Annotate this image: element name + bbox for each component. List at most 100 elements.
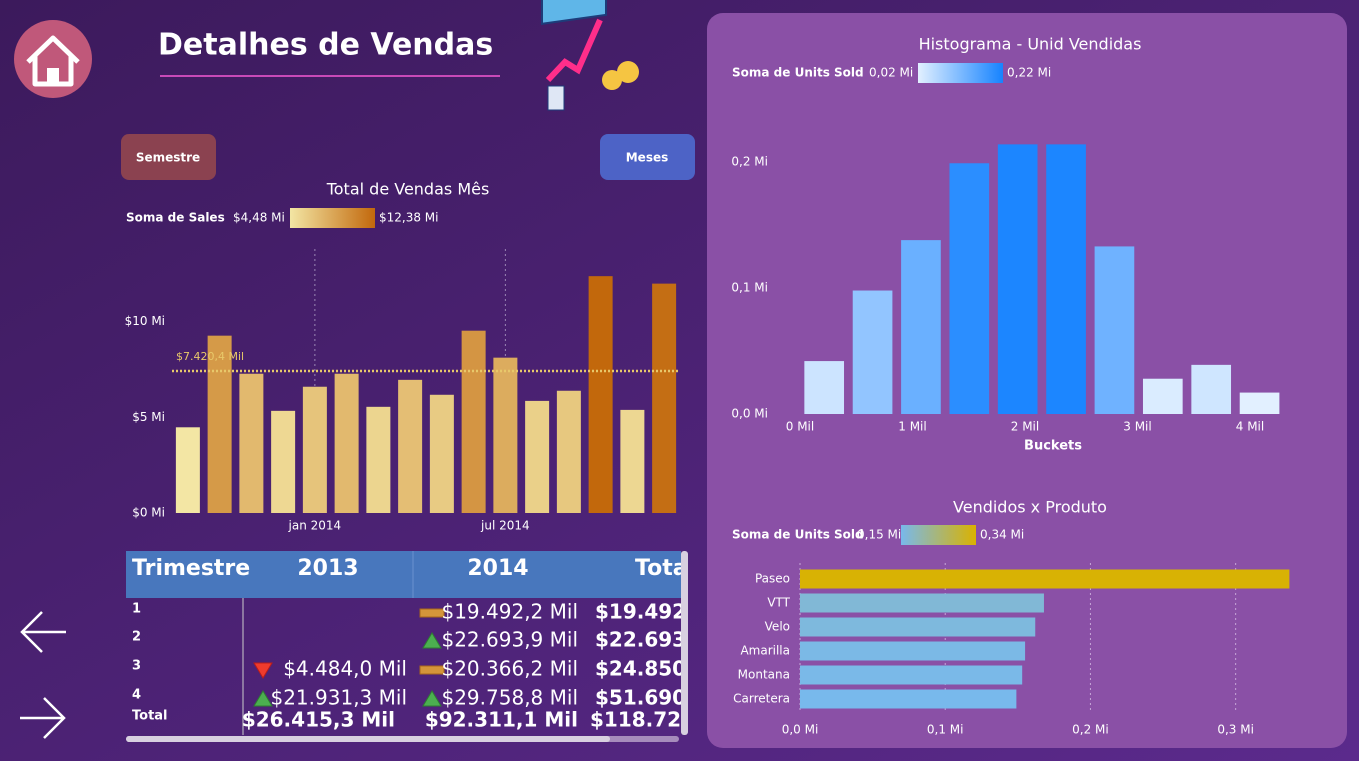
histogram-bar [1191,364,1232,414]
legend-max-label: 0,34 Mi [980,528,1024,542]
x-tick-label: 0,0 Mi [782,723,819,737]
y-tick-label: $0 Mi [132,506,165,520]
y-tick-label: $5 Mi [132,410,165,424]
button-bg[interactable] [121,134,216,180]
histogram-bar [949,163,990,414]
cell-value: $19.492,2 Mil [441,600,578,624]
legend-max-label: 0,22 Mi [1007,66,1051,80]
bar [800,569,1290,589]
row-total: $19.492,2 Mil [595,600,748,624]
illustration [541,0,639,111]
chart-title: Vendidos x Produto [953,498,1107,517]
cell-value: $22.693,9 Mil [441,628,578,652]
bar [800,617,1036,637]
cell-value: $29.758,8 Mil [441,686,578,710]
histogram-bar [852,290,893,414]
x-tick-label: 0,3 Mi [1217,723,1254,737]
x-tick-label: 4 Mil [1236,420,1264,434]
status-up [422,632,442,649]
legend-title: Soma de Units Sold [732,66,864,80]
meses-button[interactable]: Meses [600,134,695,180]
bar [302,386,327,513]
next-arrow[interactable] [20,697,66,739]
y-tick-label: 0,0 Mi [731,407,768,421]
cell-value: $21.931,3 Mil [270,686,407,710]
page-title: Detalhes de Vendas [158,28,493,63]
semestre-button[interactable]: Semestre [121,134,216,180]
y-tick-label: Velo [765,620,790,634]
legend-gradient [918,63,1003,83]
histogram-bar [1142,378,1183,414]
bar [239,373,264,513]
home-button[interactable] [14,20,92,98]
legend-title: Soma de Units Sold [732,528,864,542]
button-label[interactable]: Meses [626,151,669,165]
x-tick-label: 0 Mil [786,420,814,434]
histogram-bar [1046,144,1086,415]
bar [652,283,677,513]
column-header: 2014 [467,556,528,581]
row-label: 2 [132,630,141,645]
button-bg[interactable] [600,134,695,180]
x-tick-label: 0,2 Mi [1072,723,1109,737]
legend-gradient [901,525,976,545]
bar [493,357,518,513]
status-up [253,690,273,707]
bar [620,409,645,513]
histogram-bar [804,361,845,414]
bar [429,394,454,513]
histogram-bar [901,240,941,414]
home-door[interactable] [47,68,59,84]
histogram-bar [1094,246,1135,414]
y-tick-label: Paseo [755,572,790,586]
bar [334,373,359,513]
average-label: $7.420,4 Mil [176,350,244,363]
legend-title: Soma de Sales [126,211,225,225]
h-scroll-thumb[interactable] [126,736,610,742]
column-header: 2013 [297,556,358,581]
row-total: $51.690,1 Mil [595,686,748,710]
total-label: Total [132,709,168,724]
bar [800,665,1023,685]
bar [398,379,423,513]
chart-title: Histograma - Unid Vendidas [919,35,1142,54]
status-flat [419,608,445,618]
x-tick-label: 0,1 Mi [927,723,964,737]
row-total: $22.693,9 Mil [595,628,748,652]
bar [366,406,391,513]
illus-arrow [545,18,603,83]
total-value: $26.415,3 Mil [242,708,395,732]
x-tick-label: jul 2014 [480,519,530,533]
v-scrollbar[interactable] [681,551,688,735]
x-tick-label: 2 Mil [1011,420,1039,434]
legend-min-label: $4,48 Mi [233,211,285,225]
status-down [253,662,273,679]
x-axis-label: Buckets [1024,439,1082,454]
illus-coin [617,61,639,83]
illus-calc [547,85,565,111]
y-tick-label: Carretera [733,692,790,706]
y-tick-label: Amarilla [740,644,790,658]
bar [461,330,486,513]
legend-max-label: $12,38 Mi [379,211,439,225]
bar [525,400,550,513]
column-header: Trimestre [132,556,250,581]
table-header-bg [126,551,681,598]
bar [800,689,1017,709]
x-tick-label: 3 Mil [1123,420,1151,434]
button-label[interactable]: Semestre [136,151,200,165]
x-tick-label: jan 2014 [288,519,342,533]
row-label: 4 [132,688,141,703]
bar [800,641,1026,661]
cell-value: $20.366,2 Mil [441,657,578,681]
back-arrow[interactable] [20,611,66,653]
illus-coin [602,70,622,90]
bar [207,335,232,513]
x-tick-label: 1 Mil [898,420,926,434]
bar [800,593,1044,613]
row-label: 3 [132,659,141,674]
histogram-bar [1239,392,1280,414]
row-total: $24.850,2 Mil [595,657,748,681]
column-header: Total [635,556,695,581]
